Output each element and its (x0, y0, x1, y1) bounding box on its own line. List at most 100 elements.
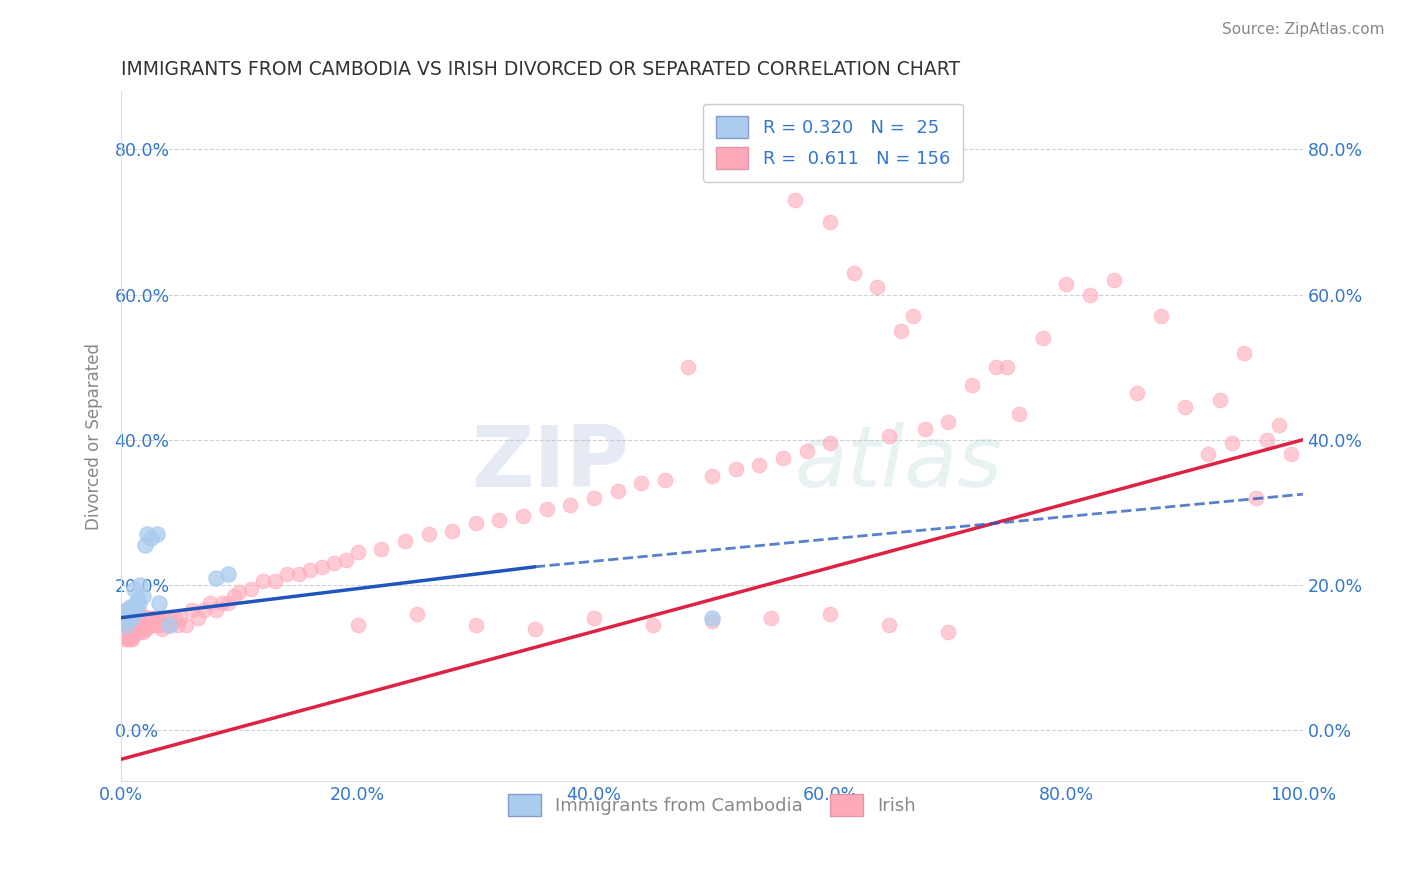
Point (115, 614, 138, 628)
Point (181, 603, 204, 617)
Point (276, 567, 298, 582)
Point (582, 491, 605, 505)
Point (960, 378, 983, 392)
Point (394, 534, 416, 549)
Point (120, 607, 142, 621)
Point (1279, 447, 1302, 461)
Point (114, 632, 136, 647)
Point (124, 596, 146, 610)
Point (818, 607, 841, 621)
Point (117, 629, 139, 643)
Point (117, 625, 139, 640)
Point (441, 524, 464, 538)
Point (335, 552, 357, 566)
Point (117, 614, 139, 628)
Point (143, 610, 166, 624)
Point (131, 625, 153, 640)
Point (240, 582, 263, 596)
Point (129, 622, 152, 636)
Point (1233, 345, 1256, 359)
Point (121, 607, 143, 621)
Point (114, 607, 136, 621)
Point (132, 622, 155, 636)
Point (1197, 447, 1219, 461)
Point (901, 310, 924, 324)
Point (914, 422, 936, 436)
Point (121, 610, 143, 624)
Point (890, 324, 912, 338)
Point (112, 614, 135, 628)
Point (370, 541, 392, 556)
Point (138, 610, 160, 624)
Point (1209, 392, 1232, 407)
Point (264, 574, 287, 589)
Point (122, 603, 145, 617)
Point (630, 476, 652, 491)
Point (205, 603, 228, 617)
Point (117, 607, 139, 621)
Point (125, 618, 148, 632)
Point (1268, 418, 1291, 433)
Point (117, 603, 139, 617)
Y-axis label: Divorced or Separated: Divorced or Separated (86, 343, 103, 530)
Point (115, 622, 138, 636)
Point (488, 513, 510, 527)
Point (128, 607, 150, 621)
Text: atlas: atlas (794, 422, 1002, 505)
Point (311, 559, 333, 574)
Point (700, 469, 723, 483)
Point (724, 462, 747, 476)
Point (654, 473, 676, 487)
Point (818, 436, 841, 450)
Point (141, 610, 163, 624)
Point (842, 266, 865, 280)
Point (118, 625, 141, 640)
Point (160, 618, 183, 632)
Point (118, 632, 141, 647)
Point (112, 610, 135, 624)
Point (122, 629, 145, 643)
Point (122, 607, 145, 621)
Point (152, 610, 174, 624)
Point (287, 567, 309, 582)
Point (1008, 408, 1031, 422)
Point (111, 618, 134, 632)
Point (783, 193, 806, 207)
Point (111, 610, 134, 624)
Point (217, 567, 239, 582)
Point (122, 614, 145, 628)
Point (114, 625, 136, 640)
Legend: Immigrants from Cambodia, Irish: Immigrants from Cambodia, Irish (501, 788, 922, 823)
Point (121, 625, 143, 640)
Point (1056, 277, 1078, 291)
Point (198, 596, 221, 610)
Point (117, 622, 139, 636)
Point (167, 618, 190, 632)
Point (122, 622, 145, 636)
Point (748, 458, 770, 472)
Point (136, 610, 159, 624)
Point (128, 596, 150, 610)
Point (120, 622, 142, 636)
Point (118, 618, 141, 632)
Point (169, 610, 191, 624)
Point (118, 610, 141, 624)
Point (117, 610, 139, 624)
Point (146, 610, 169, 624)
Point (157, 618, 180, 632)
Point (150, 622, 173, 636)
Point (124, 622, 146, 636)
Point (117, 632, 139, 647)
Point (641, 618, 664, 632)
Point (114, 603, 136, 617)
Point (127, 622, 149, 636)
Point (877, 429, 900, 443)
Point (115, 610, 138, 624)
Point (134, 610, 156, 624)
Point (124, 582, 146, 596)
Point (1150, 310, 1173, 324)
Point (128, 625, 150, 640)
Point (139, 618, 162, 632)
Point (464, 618, 486, 632)
Point (118, 599, 141, 614)
